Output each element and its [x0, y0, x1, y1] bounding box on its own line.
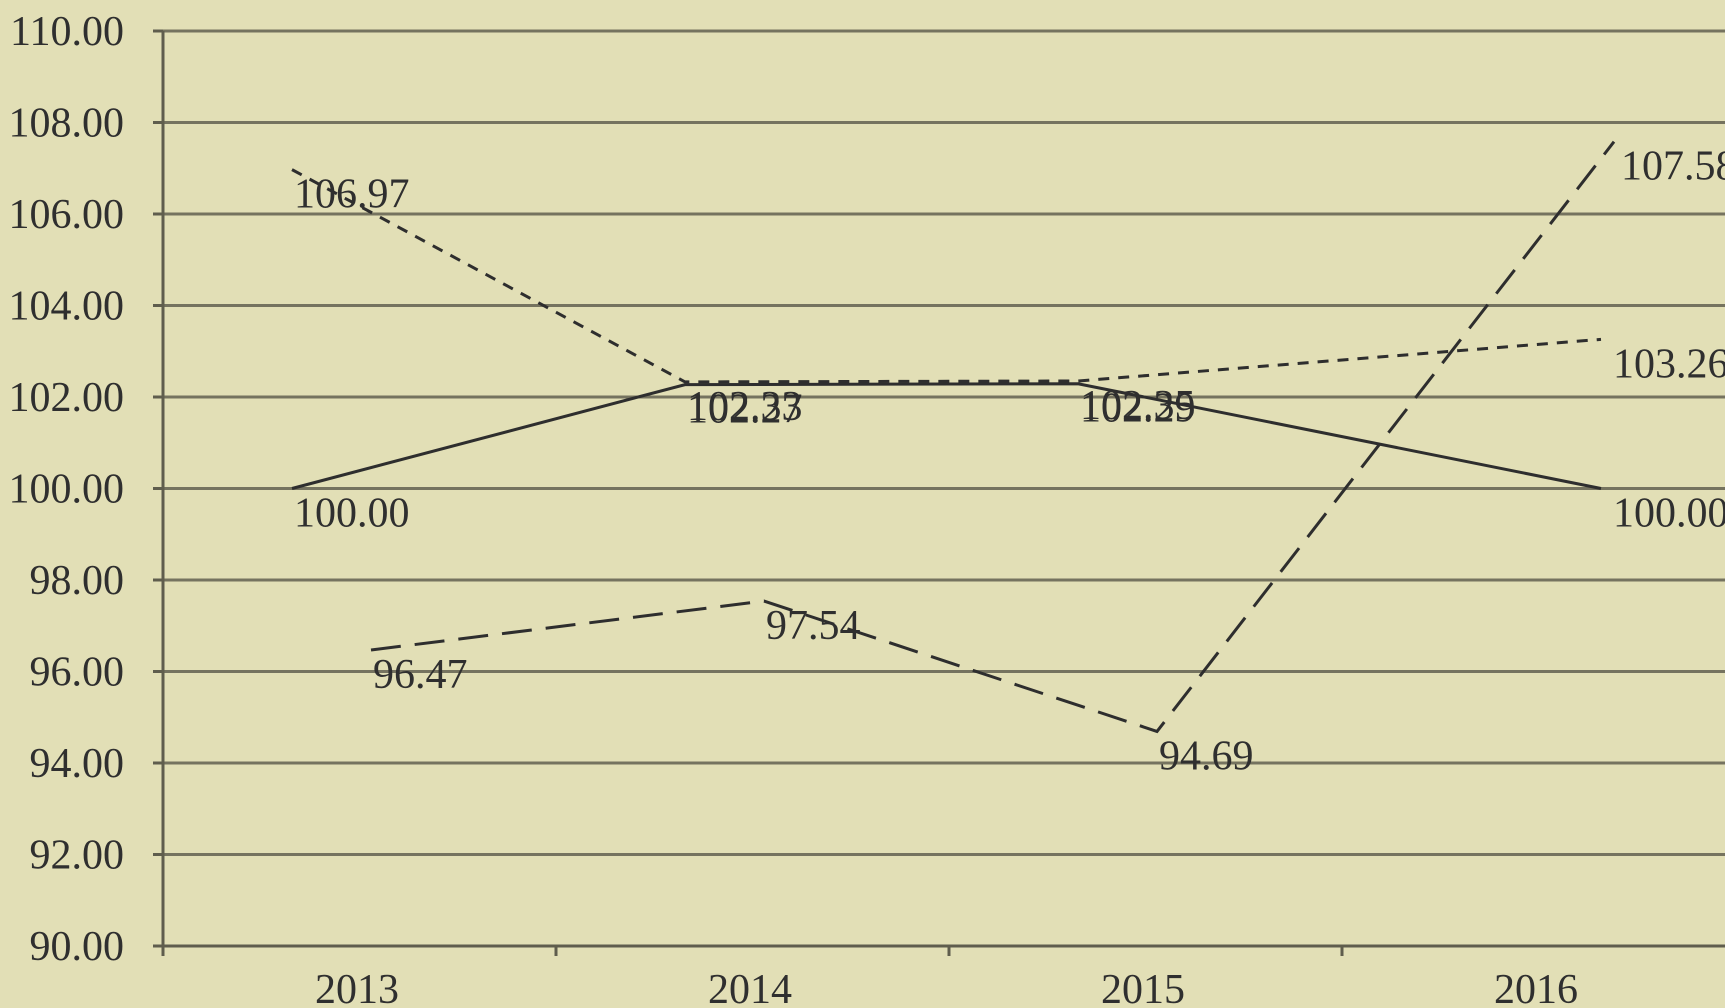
data-label: 102.27: [687, 387, 803, 433]
data-label: 96.47: [373, 652, 468, 698]
y-tick-label: 96.00: [30, 650, 125, 696]
data-label: 102.35: [1080, 383, 1196, 429]
y-tick-label: 108.00: [9, 101, 125, 147]
gridlines: [163, 29, 1725, 856]
y-tick-label: 102.00: [9, 375, 125, 421]
y-tick-label: 98.00: [30, 558, 125, 604]
data-label: 102.33: [687, 384, 803, 430]
y-tick-label: 94.00: [30, 741, 125, 787]
data-label: 107.58: [1621, 144, 1725, 190]
data-label: 102.29: [1080, 386, 1196, 432]
data-label: 94.69: [1159, 733, 1254, 779]
x-axis-tick-labels: 2013 2014 2015 2016: [315, 967, 1578, 1008]
x-tick-label: 2015: [1101, 967, 1185, 1008]
y-tick-label: 110.00: [10, 9, 124, 55]
axes: [153, 29, 1725, 956]
y-tick-label: 90.00: [30, 924, 125, 970]
y-tick-label: 106.00: [9, 192, 125, 238]
series-line-long-dash: [370, 140, 1616, 734]
data-label: 106.97: [294, 172, 410, 218]
y-tick-label: 100.00: [9, 467, 125, 513]
data-label: 103.26: [1613, 341, 1725, 387]
data-labels: 106.97 102.33 102.35 103.26 100.00 102.27 102.…: [294, 144, 1725, 780]
series-line-short-dash: [291, 168, 1602, 384]
series-lines: [291, 140, 1616, 734]
x-tick-label: 2016: [1494, 967, 1578, 1008]
y-axis-tick-labels: 90.00 92.00 94.00 96.00 98.00 100.00 102.00 104…: [9, 9, 125, 970]
data-label: 100.00: [294, 491, 410, 537]
x-tick-label: 2014: [708, 967, 792, 1008]
data-label: 97.54: [766, 603, 861, 649]
data-label: 100.00: [1613, 491, 1725, 537]
y-tick-label: 92.00: [30, 833, 125, 879]
x-tick-label: 2013: [315, 967, 399, 1008]
y-tick-label: 104.00: [9, 284, 125, 330]
series-line-solid: [291, 382, 1602, 490]
